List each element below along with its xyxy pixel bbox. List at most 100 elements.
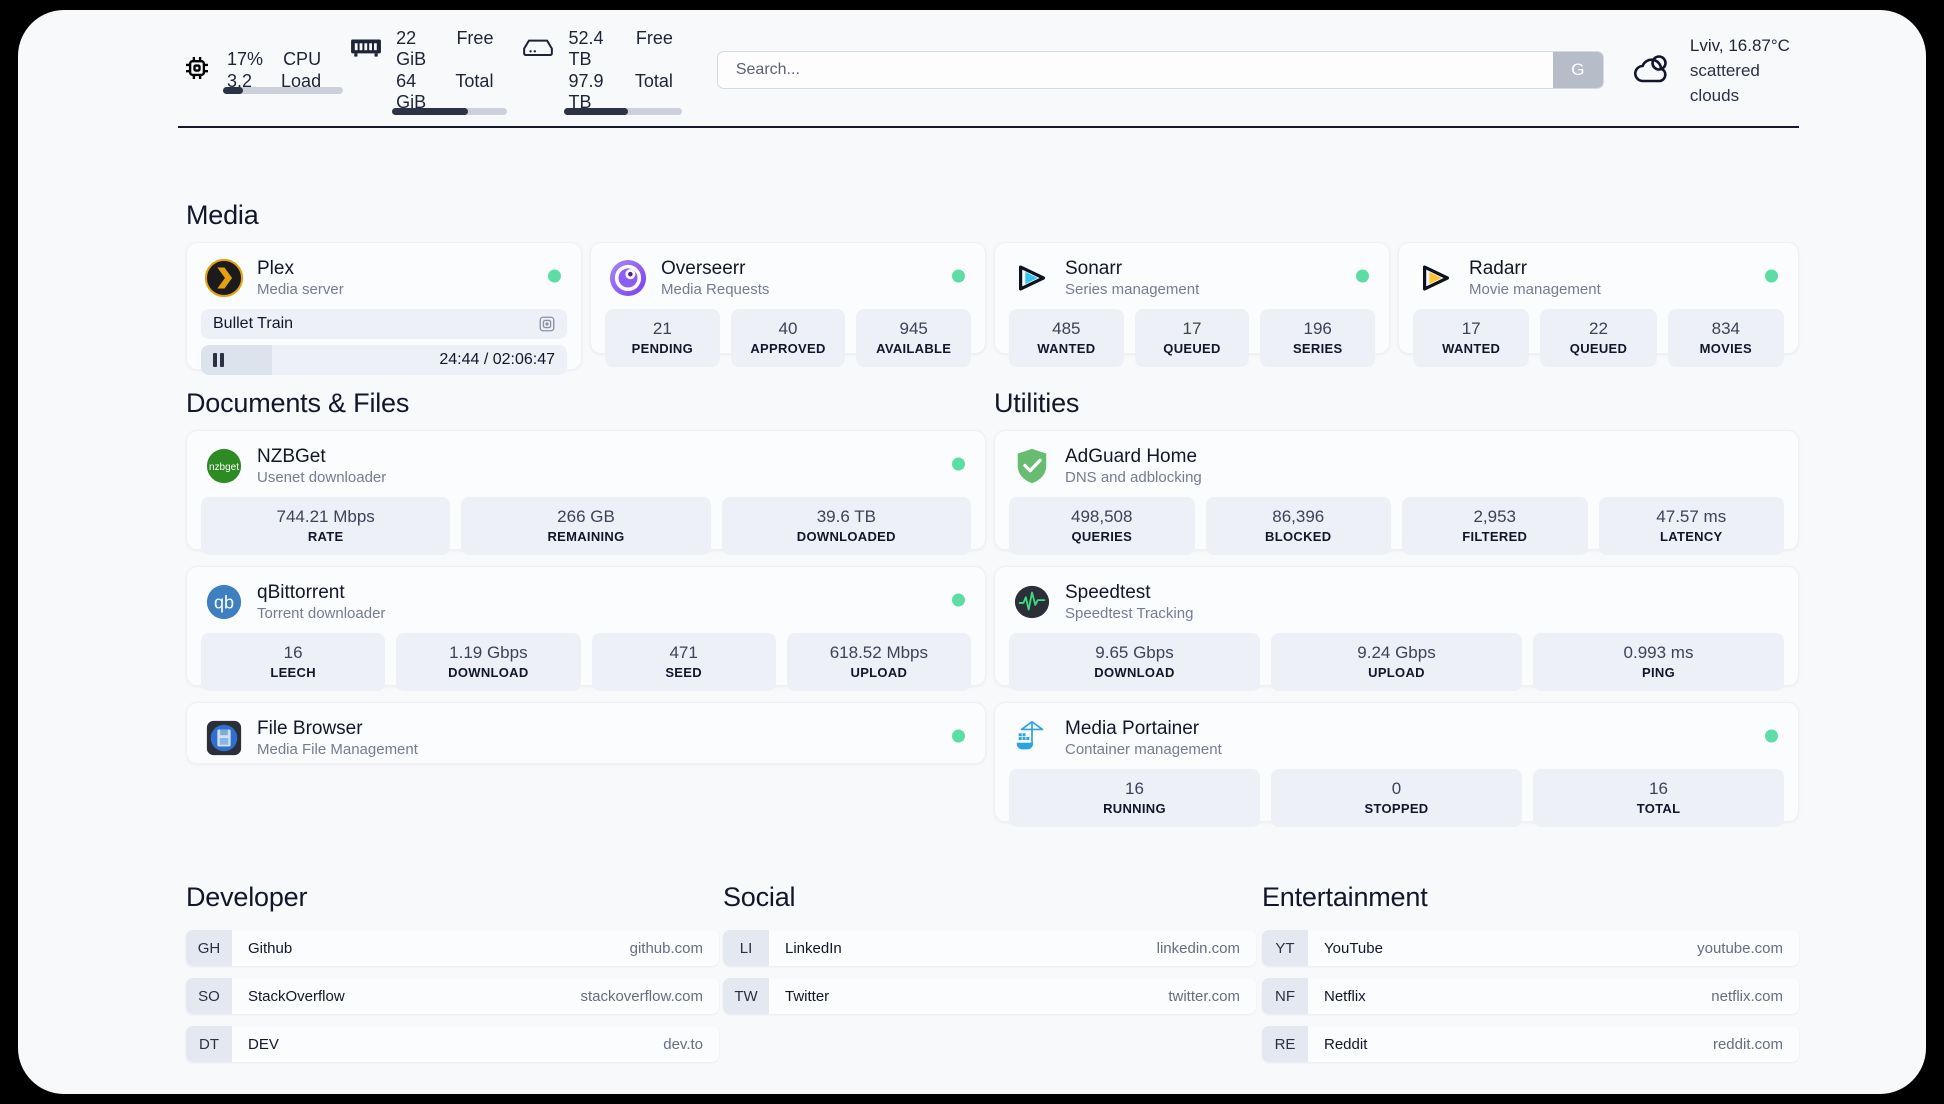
stat-tile-queued[interactable]: 22 QUEUED <box>1540 309 1657 367</box>
bookmark-url: twitter.com <box>1168 987 1240 1005</box>
weather-widget: Lviv, 16.87°C scattered clouds <box>1630 33 1798 108</box>
stat-tile-download[interactable]: 9.65 Gbps DOWNLOAD <box>1009 633 1260 691</box>
bookmark-url: reddit.com <box>1712 1035 1783 1053</box>
stat-tile-wanted[interactable]: 485 WANTED <box>1009 309 1124 367</box>
stat-tile-available[interactable]: 945 AVAILABLE <box>856 309 972 367</box>
stat-value: 16 <box>283 643 303 662</box>
playback-progress-fill <box>201 345 273 375</box>
system-stat-memory: 22 GiB Free 64 GiB Total <box>347 28 508 115</box>
stat-label: AVAILABLE <box>876 341 952 356</box>
card-meta: Plex Media server <box>257 257 344 299</box>
bookmark-abbreviation: NF <box>1262 978 1308 1014</box>
system-stat-bar <box>223 86 343 94</box>
bookmark-item-linkedin[interactable]: LI LinkedIn linkedin.com <box>723 930 1256 966</box>
stat-tile-stopped[interactable]: 0 STOPPED <box>1271 769 1522 827</box>
status-indicator-online <box>1356 269 1369 283</box>
bookmark-item-reddit[interactable]: RE Reddit reddit.com <box>1262 1026 1799 1062</box>
service-card-radarr[interactable]: Radarr Movie management 17 WANTED 22 QUEUED 83… <box>1398 242 1799 367</box>
stat-tile-leech[interactable]: 16 LEECH <box>201 633 386 691</box>
bookmark-url: dev.to <box>663 1035 703 1053</box>
stat-label: UPLOAD <box>850 665 908 680</box>
service-card-speedtest[interactable]: Speedtest Speedtest Tracking 9.65 Gbps DOWN… <box>994 566 1799 691</box>
stat-tile-upload[interactable]: 618.52 Mbps UPLOAD <box>786 633 971 691</box>
bookmark-url: stackoverflow.com <box>580 987 703 1005</box>
bookmark-abbreviation: SO <box>186 978 232 1014</box>
sonarr-icon <box>1013 259 1051 297</box>
status-indicator-online <box>952 457 965 471</box>
service-card-nzbget[interactable]: nzbget NZBGet Usenet downloader 744.21 Mbps… <box>186 430 986 555</box>
service-name: Speedtest <box>1065 582 1151 603</box>
stat-tile-approved[interactable]: 40 APPROVED <box>730 309 846 367</box>
stat-label: TOTAL <box>1636 801 1681 816</box>
stat-tile-pending[interactable]: 21 PENDING <box>605 309 720 367</box>
bookmark-item-github[interactable]: GH Github github.com <box>186 930 719 966</box>
bookmark-item-twitter[interactable]: TW Twitter twitter.com <box>723 978 1256 1014</box>
stat-value: 86,396 <box>1272 507 1325 526</box>
service-card-sonarr[interactable]: Sonarr Series management 485 WANTED 17 QUEUED… <box>994 242 1390 367</box>
bookmark-name: LinkedIn <box>785 939 842 957</box>
overseerr-icon <box>609 259 647 297</box>
system-stat-cpu: 17% CPU 3.2 Load <box>178 48 343 94</box>
stat-value-bottom: 64 GiB <box>396 70 427 112</box>
service-name: File Browser <box>257 718 363 739</box>
bookmark-item-netflix[interactable]: NF Netflix netflix.com <box>1262 978 1799 1014</box>
stat-tile-upload[interactable]: 9.24 Gbps UPLOAD <box>1271 633 1522 691</box>
stat-value: 485 <box>1052 319 1081 338</box>
stat-tile-ping[interactable]: 0.993 ms PING <box>1533 633 1784 691</box>
stat-label: WANTED <box>1442 341 1501 356</box>
search-submit-button[interactable]: G <box>1552 52 1603 88</box>
stat-tile-remaining[interactable]: 266 GB REMAINING <box>461 497 711 555</box>
card-header: nzbget NZBGet Usenet downloader <box>187 431 985 497</box>
service-card-qbittorrent[interactable]: qb qBittorrent Torrent downloader 16 LEECH 1.… <box>186 566 986 691</box>
service-subtitle: Media Requests <box>661 281 770 298</box>
playback-progress-bar[interactable]: 24:44 / 02:06:47 <box>201 345 567 375</box>
cast-icon[interactable] <box>538 315 556 333</box>
pause-icon[interactable] <box>213 353 224 367</box>
service-card-adguard-home[interactable]: AdGuard Home DNS and adblocking 498,508 QUE… <box>994 430 1799 555</box>
bookmark-name: Netflix <box>1324 987 1366 1005</box>
stat-tile-queries[interactable]: 498,508 QUERIES <box>1009 497 1195 555</box>
service-name: Overseerr <box>661 258 746 279</box>
service-card-file-browser[interactable]: File Browser Media File Management <box>186 702 986 764</box>
stat-tile-movies[interactable]: 834 MOVIES <box>1667 309 1784 367</box>
stat-tile-series[interactable]: 196 SERIES <box>1260 309 1376 367</box>
bookmark-url: github.com <box>629 939 703 957</box>
bookmark-item-dev[interactable]: DT DEV dev.to <box>186 1026 719 1062</box>
service-subtitle: Container management <box>1065 741 1222 758</box>
bookmark-item-youtube[interactable]: YT YouTube youtube.com <box>1262 930 1799 966</box>
bookmark-item-stackoverflow[interactable]: SO StackOverflow stackoverflow.com <box>186 978 719 1014</box>
stat-tile-blocked[interactable]: 86,396 BLOCKED <box>1205 497 1391 555</box>
playback-time: 24:44 / 02:06:47 <box>439 351 555 368</box>
service-card-media-portainer[interactable]: Media Portainer Container management 16 RUN… <box>994 702 1799 827</box>
card-meta: Media Portainer Container management <box>1065 717 1222 759</box>
stat-tile-queued[interactable]: 17 QUEUED <box>1134 309 1250 367</box>
stat-value: 16 <box>1649 779 1668 798</box>
cloud-icon <box>1630 50 1676 90</box>
stat-tile-seed[interactable]: 471 SEED <box>591 633 776 691</box>
system-stat-bar <box>392 107 508 115</box>
now-playing-row[interactable]: Bullet Train <box>201 309 567 339</box>
radarr-icon <box>1417 259 1455 297</box>
stat-label: QUEUED <box>1569 341 1628 356</box>
svg-text:nzbget: nzbget <box>209 462 239 473</box>
stat-tile-download[interactable]: 1.19 Gbps DOWNLOAD <box>396 633 581 691</box>
stat-row: 485 WANTED 17 QUEUED 196 SERIES <box>995 309 1389 381</box>
memory-icon <box>347 28 385 66</box>
stat-tile-downloaded[interactable]: 39.6 TB DOWNLOADED <box>721 497 971 555</box>
stat-tile-running[interactable]: 16 RUNNING <box>1009 769 1260 827</box>
stat-tile-wanted[interactable]: 17 WANTED <box>1413 309 1530 367</box>
service-card-overseerr[interactable]: Overseerr Media Requests 21 PENDING 40 APPROV… <box>590 242 986 367</box>
service-card-plex[interactable]: Plex Media server Bullet Train 24:44 / 02:0… <box>186 242 582 375</box>
stat-value: 0 <box>1391 779 1402 798</box>
stat-tile-rate[interactable]: 744.21 Mbps RATE <box>201 497 451 555</box>
stat-tile-total[interactable]: 16 TOTAL <box>1533 769 1784 827</box>
stat-label-top: Free <box>635 27 673 48</box>
stat-label-bottom: Total <box>455 70 494 91</box>
speedtest-icon <box>1013 583 1051 621</box>
stat-tile-filtered[interactable]: 2,953 FILTERED <box>1402 497 1588 555</box>
stat-tile-latency[interactable]: 47.57 ms LATENCY <box>1598 497 1784 555</box>
cpu-icon <box>178 49 216 87</box>
search-input[interactable] <box>716 51 1604 89</box>
stat-value-top: 17% <box>227 48 264 69</box>
stat-value-bottom: 3.2 <box>227 70 253 91</box>
